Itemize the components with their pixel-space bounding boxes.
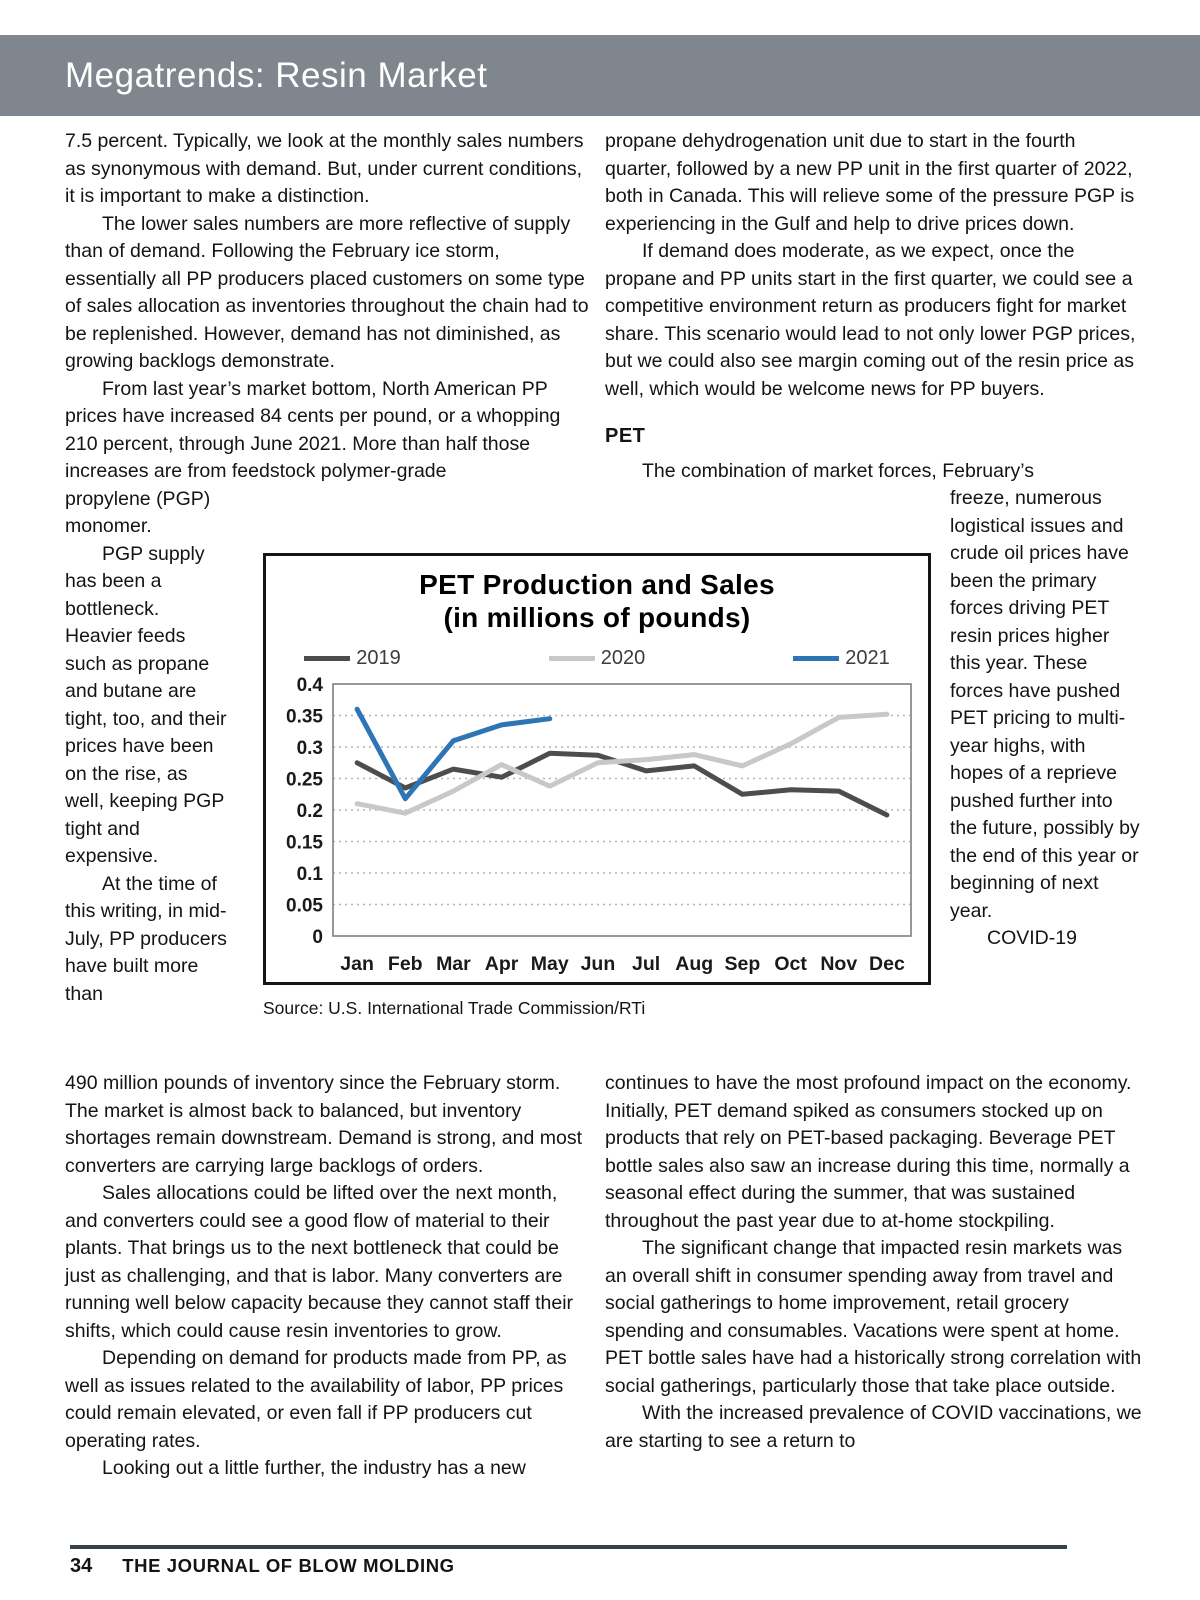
paragraph: propylene (PGP) monomer. bbox=[65, 487, 211, 538]
paragraph: Depending on demand for products made fr… bbox=[65, 1347, 567, 1452]
chart-subtitle: (in millions of pounds) bbox=[443, 602, 751, 633]
footer-rule bbox=[70, 1545, 1067, 1549]
chart-title: PET Production and Sales bbox=[419, 569, 775, 600]
x-tick-label: Nov bbox=[820, 953, 857, 975]
x-tick-label: Dec bbox=[869, 953, 905, 975]
footer: 34 THE JOURNAL OF BLOW MOLDING bbox=[70, 1555, 455, 1578]
y-tick-label: 0.15 bbox=[286, 833, 323, 854]
paragraph: propane dehydrogenation unit due to star… bbox=[605, 130, 1135, 235]
plot-border bbox=[332, 683, 912, 937]
page-title: Megatrends: Resin Market bbox=[65, 55, 488, 95]
y-tick-label: 0.2 bbox=[297, 801, 323, 822]
y-tick-label: 0.05 bbox=[286, 896, 323, 917]
legend-item-2021: 2021 bbox=[793, 647, 890, 670]
x-tick-label: Oct bbox=[774, 953, 807, 975]
paragraph: The significant change that impacted res… bbox=[605, 1237, 1142, 1397]
right-column-upper: propane dehydrogenation unit due to star… bbox=[605, 128, 1145, 953]
y-tick-label: 0.35 bbox=[286, 707, 323, 728]
y-tick-label: 0.25 bbox=[286, 770, 323, 791]
paragraph: At the time of this writing, in mid-July… bbox=[65, 872, 227, 1005]
paragraph: COVID-19 bbox=[987, 927, 1077, 949]
legend-swatch-2019 bbox=[304, 655, 351, 661]
x-tick-label: Jan bbox=[340, 953, 374, 975]
left-column-lower: 490 million pounds of inventory since th… bbox=[65, 1070, 592, 1483]
chart-source: Source: U.S. International Trade Commiss… bbox=[263, 998, 646, 1018]
right-column-narrow: freeze, numerous logistical issues and c… bbox=[950, 485, 1142, 953]
series-line-2021 bbox=[354, 706, 553, 802]
legend-item-2020: 2020 bbox=[548, 646, 646, 670]
y-tick-label: 0.3 bbox=[297, 738, 323, 759]
left-column-upper: 7.5 percent. Typically, we look at the m… bbox=[65, 128, 592, 1008]
paragraph: From last year’s market bottom, North Am… bbox=[65, 377, 561, 483]
legend-label: 2020 bbox=[600, 646, 646, 669]
pet-production-chart: PET Production and Sales (in millions of… bbox=[263, 553, 931, 985]
y-tick-label: 0 bbox=[312, 927, 323, 948]
paragraph: With the increased prevalence of COVID v… bbox=[605, 1402, 1142, 1452]
chart-legend: 2019 2020 2021 bbox=[266, 646, 928, 670]
legend-swatch-2021 bbox=[793, 655, 840, 661]
x-tick-label: Jun bbox=[581, 953, 616, 975]
paragraph: The lower sales numbers are more reflect… bbox=[65, 212, 589, 373]
paragraph: continues to have the most profound impa… bbox=[605, 1072, 1132, 1232]
paragraph: The combination of market forces, Februa… bbox=[642, 459, 1034, 482]
x-tick-label: Mar bbox=[436, 953, 471, 975]
legend-label: 2019 bbox=[356, 646, 401, 669]
legend-label: 2021 bbox=[845, 646, 890, 669]
x-tick-label: Sep bbox=[725, 953, 761, 975]
x-tick-label: Jul bbox=[632, 953, 660, 975]
legend-swatch-2020 bbox=[548, 655, 595, 661]
header-banner: Megatrends: Resin Market bbox=[0, 35, 1200, 116]
y-tick-label: 0.1 bbox=[297, 864, 324, 885]
x-tick-label: May bbox=[531, 953, 569, 975]
x-tick-label: Apr bbox=[485, 953, 519, 975]
series-line-2020 bbox=[354, 711, 890, 816]
section-heading-pet: PET bbox=[605, 425, 646, 447]
paragraph: Looking out a little further, the indust… bbox=[102, 1457, 526, 1479]
paragraph: freeze, numerous logistical issues and c… bbox=[950, 487, 1140, 922]
chart-plot: 0 0.05 0.1 0.15 0.2 0.25 0.3 0.35 0.4 Jan Feb Mar Ap… bbox=[286, 675, 912, 975]
right-column-lower: continues to have the most profound impa… bbox=[605, 1070, 1145, 1455]
paragraph: PGP supply has been a bottleneck. Heavie… bbox=[65, 542, 227, 868]
paragraph: If demand does moderate, as we expect, o… bbox=[605, 240, 1136, 400]
page-number: 34 bbox=[70, 1555, 93, 1577]
paragraph: 490 million pounds of inventory since th… bbox=[65, 1072, 582, 1177]
legend-item-2019: 2019 bbox=[304, 647, 401, 670]
paragraph: 7.5 percent. Typically, we look at the m… bbox=[65, 130, 584, 207]
journal-name: THE JOURNAL OF BLOW MOLDING bbox=[122, 1555, 455, 1576]
left-column-narrow: propylene (PGP) monomer. PGP supply has … bbox=[65, 486, 229, 1009]
y-tick-label: 0.4 bbox=[297, 675, 324, 696]
paragraph: Sales allocations could be lifted over t… bbox=[65, 1182, 574, 1342]
x-tick-label: Aug bbox=[675, 953, 713, 975]
x-tick-label: Feb bbox=[388, 953, 423, 975]
